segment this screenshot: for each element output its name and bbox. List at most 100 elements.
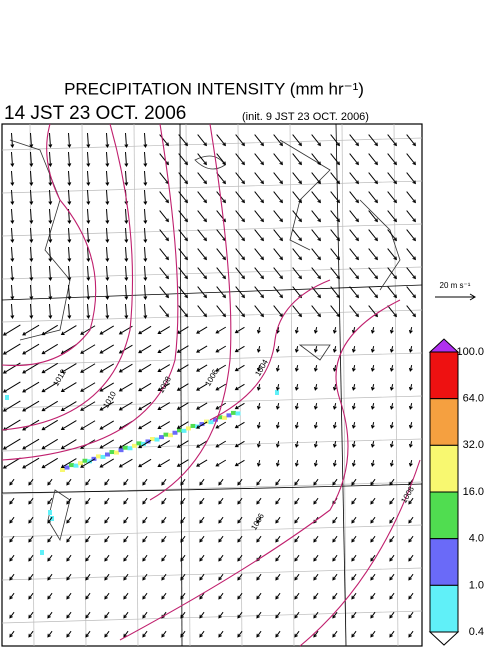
wind-arrow <box>41 324 58 336</box>
wind-arrow <box>254 191 264 204</box>
grid-line <box>1 438 423 452</box>
wind-arrow <box>311 191 321 204</box>
wind-arrow <box>313 630 319 638</box>
wind-arrow <box>197 286 207 299</box>
wind-arrow <box>199 516 205 524</box>
wind-arrow <box>351 345 356 353</box>
wind-arrow <box>218 630 224 638</box>
wind-arrow <box>254 286 264 299</box>
wind-arrow <box>370 402 375 410</box>
wind-arrow <box>256 440 261 448</box>
wind-arrow <box>199 535 205 543</box>
wind-arrow <box>237 611 243 619</box>
wind-arrow <box>143 132 148 148</box>
wind-arrow <box>389 592 395 600</box>
colorbar-bin <box>429 538 459 586</box>
wind-arrow <box>368 286 378 299</box>
wind-arrow <box>389 402 394 410</box>
wind-arrow <box>275 421 280 429</box>
wind-arrow <box>124 132 129 148</box>
wind-arrow <box>80 344 96 354</box>
wind-arrow <box>349 305 359 318</box>
colorbar-label: 32.0 <box>463 439 484 451</box>
wind-arrow <box>387 210 397 223</box>
wind-arrow <box>218 478 224 486</box>
wind-arrow <box>332 478 338 486</box>
wind-arrow <box>99 401 114 411</box>
wind-arrow <box>10 132 15 148</box>
wind-arrow <box>157 402 171 410</box>
wind-arrow <box>311 267 321 280</box>
wind-arrow <box>10 227 15 243</box>
wind-arrow <box>370 478 376 486</box>
wind-arrow <box>256 402 261 410</box>
wind-arrow <box>180 554 186 562</box>
rain-cell <box>204 419 209 424</box>
wind-arrow <box>351 611 357 619</box>
wind-arrow <box>256 592 262 600</box>
wind-arrow <box>118 344 133 354</box>
rain-cell <box>217 415 223 420</box>
rain-cell <box>60 468 65 472</box>
wind-arrow <box>105 265 110 281</box>
wind-arrow <box>275 535 281 543</box>
wind-arrow <box>351 592 357 600</box>
wind-arrow <box>237 497 243 505</box>
wind-arrow <box>161 630 167 638</box>
rain-cell <box>222 415 227 420</box>
rain-cell <box>127 446 133 451</box>
wind-arrow <box>157 326 171 334</box>
rain-cell <box>82 458 88 463</box>
wind-arrow <box>142 611 148 619</box>
wind-arrow <box>2 324 21 336</box>
wind-arrow <box>408 345 413 353</box>
rain-cell <box>73 463 79 468</box>
wind-arrow <box>368 153 378 166</box>
wind-arrow <box>408 630 414 638</box>
wind-arrow <box>349 172 359 185</box>
wind-arrow <box>332 630 338 638</box>
wind-arrow <box>99 420 114 430</box>
wind-arrow <box>349 191 359 204</box>
rain-cell <box>109 450 115 455</box>
wind-arrow <box>273 153 283 166</box>
wind-arrow <box>48 265 53 281</box>
wind-arrow <box>104 630 110 638</box>
wind-arrow <box>196 345 208 353</box>
wind-arrow <box>29 170 34 186</box>
rain-cell <box>150 437 155 441</box>
wind-arrow <box>313 421 318 429</box>
wind-arrow <box>180 478 186 486</box>
wind-arrow <box>292 248 302 261</box>
wind-arrow <box>237 478 243 486</box>
wind-arrow <box>313 440 318 448</box>
wind-arrow <box>180 592 186 600</box>
wind-arrow <box>273 248 283 261</box>
wind-arrow <box>196 364 208 372</box>
wind-arrow <box>196 459 208 467</box>
wind-arrow <box>197 153 207 166</box>
wind-arrow <box>123 592 129 600</box>
wind-arrow <box>86 284 91 300</box>
wind-arrow <box>197 191 207 204</box>
wind-arrow <box>2 457 21 469</box>
rain-cell <box>48 510 52 515</box>
wind-arrow <box>294 364 299 372</box>
wind-arrow <box>389 554 395 562</box>
wind-arrow <box>294 573 300 581</box>
wind-arrow <box>294 592 300 600</box>
wind-arrow <box>157 421 171 429</box>
wind-arrow <box>48 303 53 319</box>
wind-arrow <box>105 151 110 167</box>
wind-arrow <box>66 554 72 562</box>
wind-arrow <box>294 402 299 410</box>
wind-arrow <box>294 383 299 391</box>
colorbar-label: 64.0 <box>463 393 484 405</box>
wind-arrow <box>10 284 15 300</box>
wind-arrow <box>48 246 53 262</box>
wind-arrow <box>292 210 302 223</box>
wind-arrow <box>406 210 416 223</box>
wind-arrow <box>351 478 357 486</box>
rain-cell <box>226 413 232 418</box>
wind-arrow <box>237 592 243 600</box>
